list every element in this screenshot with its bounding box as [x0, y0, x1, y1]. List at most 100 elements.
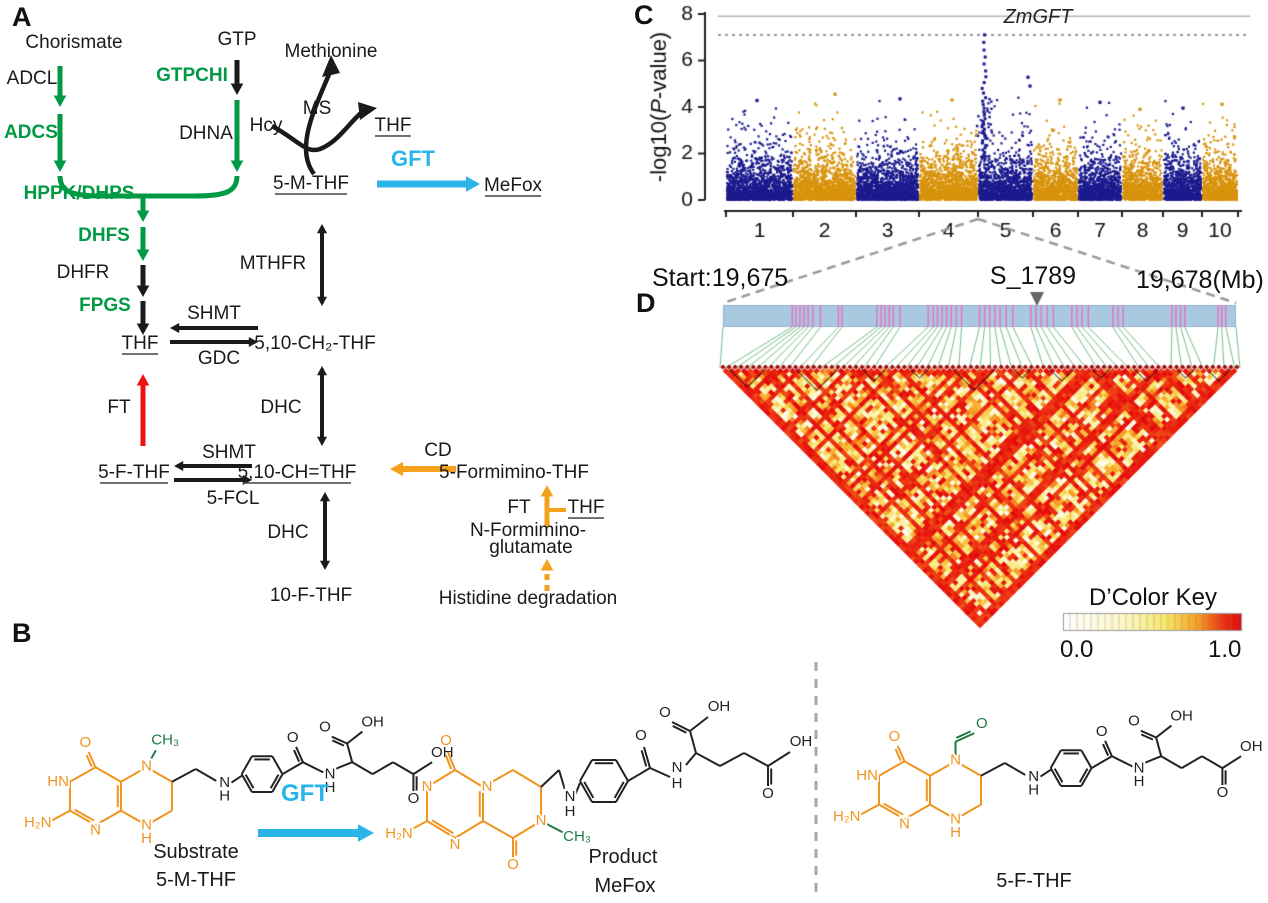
- atom-label: N: [1134, 759, 1145, 776]
- bond: [649, 767, 671, 778]
- bond: [878, 803, 905, 820]
- bond: [671, 721, 691, 732]
- pathway-label: ADCL: [7, 68, 58, 89]
- bond: [302, 761, 324, 774]
- bond: [878, 760, 905, 777]
- bond: [372, 761, 394, 775]
- atom-label: N: [565, 788, 576, 805]
- atom-label: OH: [708, 698, 731, 715]
- atom-label: N: [950, 810, 961, 827]
- bond: [1155, 724, 1173, 739]
- bond: [404, 820, 428, 834]
- arrow-head: [316, 366, 328, 376]
- pathway-label: THF: [122, 333, 159, 354]
- atom-label: H: [565, 803, 576, 820]
- atom-label: OH: [1170, 708, 1193, 725]
- atom-label: O: [888, 728, 900, 745]
- arrow-head: [230, 83, 244, 95]
- pathway-label: 5-F-THF: [98, 462, 170, 483]
- pathway-label: SHMT: [202, 442, 256, 463]
- bond-double: [583, 781, 595, 799]
- bond: [1080, 749, 1093, 769]
- bond: [1090, 755, 1113, 769]
- atom-label: H: [950, 824, 961, 841]
- bond: [558, 769, 566, 791]
- bond-double: [956, 730, 972, 739]
- bond: [627, 767, 651, 782]
- pathway-label: DHFR: [57, 262, 110, 283]
- pathway-label: MeFox: [484, 175, 543, 196]
- arrow-head: [136, 210, 150, 222]
- bond: [447, 751, 456, 771]
- bond: [1221, 755, 1242, 769]
- pathway-label: GTPCHI: [156, 65, 228, 86]
- bond: [346, 730, 364, 745]
- atom-label: OH: [431, 744, 454, 761]
- atom-label: N: [482, 778, 493, 795]
- pathway-label: ADCS: [4, 122, 58, 143]
- pathway-label: FPGS: [79, 295, 131, 316]
- atom-label: N: [899, 815, 910, 832]
- atom-label: OH: [1240, 738, 1263, 755]
- atom-label: O: [635, 727, 647, 744]
- atom-label: H₂N: [24, 814, 52, 831]
- pathway-label: MTHFR: [240, 253, 306, 274]
- atom-label: N: [672, 759, 683, 776]
- bond-double: [293, 749, 301, 763]
- bond: [334, 761, 353, 770]
- bond: [1049, 749, 1062, 769]
- structure-caption: 5-M-THF: [156, 869, 236, 891]
- pathway-label: THF: [375, 115, 412, 136]
- bond: [426, 769, 456, 788]
- atom-label: HN: [856, 767, 878, 784]
- pathway-label: DHNA: [179, 123, 233, 144]
- pathway-label: GFT: [391, 146, 436, 171]
- pathway-label: GDC: [198, 348, 240, 369]
- bond: [351, 761, 374, 775]
- bond: [1080, 767, 1093, 787]
- bond: [579, 759, 593, 782]
- atom-label: N: [219, 774, 230, 791]
- bond: [540, 769, 560, 788]
- bond: [120, 766, 147, 783]
- bond: [1140, 729, 1157, 739]
- bond-double: [244, 774, 255, 789]
- bond: [1111, 755, 1133, 768]
- atom-label: N: [141, 758, 152, 775]
- pathway-label: THF: [568, 497, 605, 518]
- bond: [615, 759, 629, 782]
- atom-label: O: [1217, 784, 1229, 801]
- pathway-label: N-Formimino-: [470, 520, 586, 541]
- bond-double: [444, 754, 453, 770]
- bond: [146, 766, 173, 783]
- atom-label: N: [90, 821, 101, 838]
- pathway-label: 10-F-THF: [270, 585, 352, 606]
- arrow-head: [316, 224, 328, 234]
- arrow-head: [319, 560, 331, 570]
- bond: [346, 743, 354, 763]
- atom-label: HN: [47, 773, 69, 790]
- ld-heatmap-canvas: [630, 212, 1268, 670]
- pathway-label: FT: [107, 397, 131, 418]
- bond-double: [85, 754, 93, 768]
- atom-label: OH: [790, 733, 813, 750]
- arrow-head: [136, 249, 150, 261]
- bond: [146, 809, 173, 826]
- bond: [195, 768, 217, 782]
- bond: [392, 761, 414, 775]
- bond: [482, 820, 514, 839]
- bond: [579, 780, 593, 803]
- bond: [1155, 737, 1163, 757]
- bond: [230, 774, 243, 784]
- atom-label: O: [762, 785, 774, 802]
- bond-double: [672, 725, 687, 734]
- pathway-label: 5,10-CH=THF: [238, 462, 357, 483]
- pathway-label: Methionine: [285, 41, 378, 62]
- pathway-label: FT: [507, 497, 531, 518]
- bond: [171, 768, 197, 783]
- bond: [540, 820, 565, 834]
- arrow-head: [540, 559, 554, 571]
- atom-label: O: [1128, 713, 1140, 730]
- bond: [695, 752, 721, 767]
- arrow-head: [466, 176, 480, 192]
